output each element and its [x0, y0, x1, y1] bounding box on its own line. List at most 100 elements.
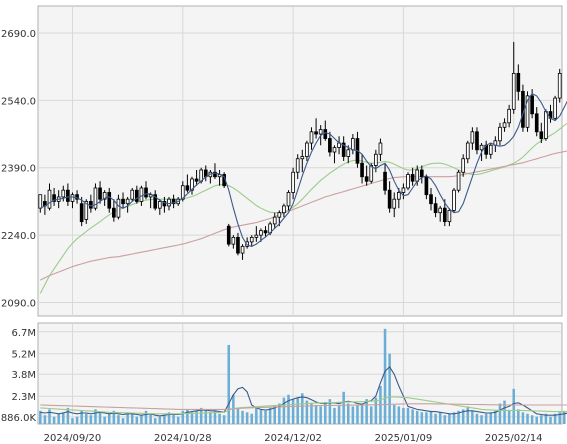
volume-tick-label: 6.7M	[11, 328, 36, 339]
candle	[272, 212, 277, 229]
candle-body	[539, 131, 544, 139]
candle-body	[314, 131, 318, 135]
candle-body	[341, 142, 346, 157]
volume-bar	[236, 407, 240, 424]
volume-bar	[305, 400, 309, 424]
volume-bar	[475, 413, 479, 424]
candle	[171, 194, 176, 209]
candle	[406, 172, 410, 191]
candle	[502, 118, 507, 132]
candle	[286, 190, 291, 211]
candle	[516, 64, 521, 101]
volume-bar	[484, 413, 488, 424]
candle	[341, 136, 346, 161]
candle	[300, 149, 305, 173]
volume-bar	[213, 410, 217, 424]
ma-long-line	[40, 150, 567, 281]
volume-bar	[117, 415, 120, 424]
volume-bar	[89, 415, 93, 424]
candle-body	[461, 158, 466, 173]
volume-bar	[337, 404, 341, 424]
volume-bar	[48, 409, 51, 424]
volume-bar	[259, 409, 263, 424]
candle-body	[475, 131, 479, 151]
volume-bar	[402, 407, 405, 424]
ma-mid-line	[39, 122, 567, 294]
volume-bar	[383, 328, 387, 424]
volume-bar	[287, 394, 290, 424]
candle-body	[295, 158, 300, 173]
candle	[360, 154, 364, 184]
volume-bar	[291, 399, 295, 424]
volume-bar	[107, 413, 111, 424]
price-plot-area	[37, 5, 563, 317]
candle-body	[226, 225, 231, 245]
candle	[364, 165, 369, 186]
candle-body	[351, 138, 355, 151]
candle-body	[396, 192, 401, 200]
candle	[190, 176, 194, 195]
candle	[525, 91, 530, 132]
volume-bar	[264, 410, 267, 424]
volume-bar	[186, 409, 189, 424]
candle	[226, 223, 231, 247]
volume-bar	[181, 410, 185, 424]
candle	[259, 228, 263, 242]
volume-bar	[314, 404, 318, 424]
candle-body	[488, 144, 493, 155]
volume-bar	[149, 413, 152, 424]
volume-bar	[369, 406, 373, 424]
volume-bar	[392, 404, 396, 424]
volume-bar	[540, 415, 543, 424]
candle-body	[286, 192, 291, 207]
candle-body	[323, 129, 328, 139]
volume-bar	[429, 410, 433, 424]
volume-bar	[521, 412, 525, 424]
candle	[465, 140, 470, 164]
volume-bar	[563, 410, 566, 424]
candle-body	[465, 142, 470, 160]
x-tick-label: 2024/10/28	[154, 433, 212, 444]
candle-body	[79, 203, 84, 223]
candle-body	[52, 194, 56, 202]
candle	[309, 127, 314, 150]
candle	[488, 143, 493, 159]
volume-bar	[282, 397, 286, 424]
candle	[387, 181, 392, 213]
candle-body	[424, 176, 429, 196]
candle	[254, 226, 259, 242]
volume-bar	[218, 413, 221, 424]
candle-body	[332, 147, 337, 153]
volume-ma-long-line	[40, 403, 567, 410]
volume-bar	[512, 388, 516, 424]
volume-bar	[250, 413, 254, 424]
candle-body	[364, 176, 369, 182]
volume-bar	[268, 407, 272, 424]
volume-bar	[553, 413, 557, 424]
volume-bar	[301, 393, 304, 424]
volume-bar	[167, 412, 171, 424]
candle-body	[429, 194, 433, 205]
volume-tick-label: 2.3M	[11, 392, 36, 403]
candle	[539, 122, 544, 144]
candle-body	[378, 142, 383, 155]
volume-bar	[52, 416, 56, 424]
candle-body	[309, 131, 314, 144]
volume-bar	[480, 415, 483, 424]
volume-bar	[415, 410, 419, 424]
volume-bar	[241, 410, 244, 424]
volume-bar	[535, 416, 538, 424]
candle-body	[374, 153, 378, 166]
volume-bar	[374, 397, 378, 424]
candle	[75, 190, 79, 204]
candle	[475, 127, 479, 155]
price-tick-label: 2390.0	[1, 164, 36, 175]
volume-bar	[517, 409, 520, 424]
candle	[396, 187, 401, 209]
candle	[148, 192, 153, 209]
candle	[66, 183, 70, 206]
candle-body	[134, 189, 139, 202]
candle-body	[125, 198, 130, 205]
candle-body	[102, 192, 107, 200]
candle	[424, 174, 429, 200]
